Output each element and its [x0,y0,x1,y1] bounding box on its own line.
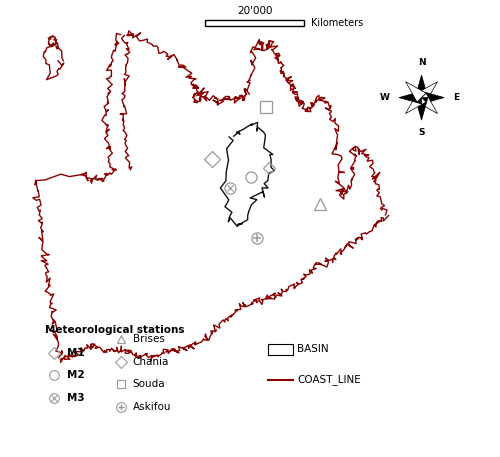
Polygon shape [415,75,428,98]
Polygon shape [417,82,438,102]
Bar [268,344,293,355]
Polygon shape [417,93,438,113]
Text: Askifou: Askifou [132,402,171,412]
Text: COAST_LINE: COAST_LINE [298,374,361,385]
Polygon shape [422,91,444,104]
Text: 20'000: 20'000 [237,6,272,16]
Text: M2: M2 [67,370,85,380]
Text: W: W [380,93,390,102]
Text: BASIN: BASIN [298,345,329,355]
Text: E: E [453,93,460,102]
Text: Souda: Souda [132,379,165,389]
Bar [205,21,304,26]
Polygon shape [415,98,428,120]
Polygon shape [399,91,421,104]
Polygon shape [406,93,426,113]
Polygon shape [406,82,426,102]
Text: Chania: Chania [132,356,169,367]
Text: N: N [418,58,426,67]
Text: M3: M3 [67,393,85,403]
Text: Brises: Brises [132,334,164,344]
Text: M1: M1 [67,348,85,358]
Text: S: S [418,128,425,137]
Text: Meteorological stations: Meteorological stations [44,324,184,335]
Text: Kilometers: Kilometers [311,18,363,28]
